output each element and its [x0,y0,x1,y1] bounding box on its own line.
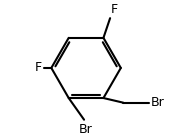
Text: F: F [111,3,118,16]
Text: Br: Br [151,96,165,109]
Text: Br: Br [79,123,93,136]
Text: F: F [34,61,41,74]
